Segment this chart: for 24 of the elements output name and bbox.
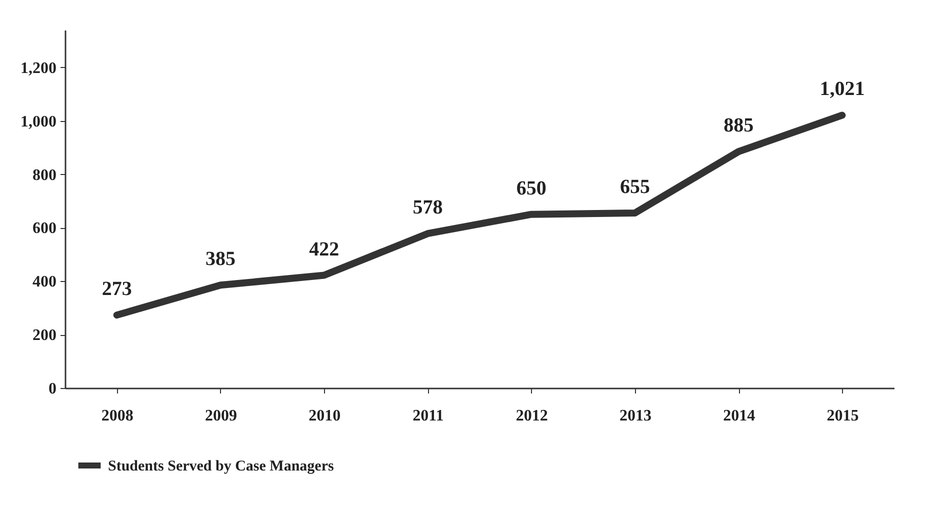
data-label: 578	[412, 196, 443, 219]
x-tick-label: 2010	[308, 408, 341, 424]
data-label: 422	[309, 238, 340, 260]
x-tick-label: 2012	[516, 408, 548, 424]
data-label: 385	[205, 248, 236, 270]
data-label: 655	[620, 176, 650, 198]
data-label: 885	[724, 114, 754, 137]
y-tick-label: 600	[32, 220, 56, 238]
y-tick-label: 1,200	[20, 60, 56, 77]
legend-label: Students Served by Case Managers	[108, 458, 334, 474]
x-tick-label: 2015	[826, 408, 859, 424]
x-tick-label: 2008	[101, 408, 134, 424]
x-tick-label: 2014	[723, 408, 756, 424]
y-tick-label: 0	[48, 380, 56, 398]
data-label: 1,021	[820, 78, 865, 100]
x-tick-label: 2013	[619, 408, 652, 424]
x-tick-label: 2011	[412, 408, 444, 424]
y-tick-label: 800	[32, 166, 56, 184]
y-tick-label: 400	[32, 274, 56, 291]
data-label: 650	[516, 177, 546, 200]
y-tick-label: 1,000	[20, 113, 56, 130]
data-label: 273	[102, 278, 132, 300]
x-tick-label: 2009	[204, 408, 237, 424]
y-tick-label: 200	[32, 327, 56, 344]
